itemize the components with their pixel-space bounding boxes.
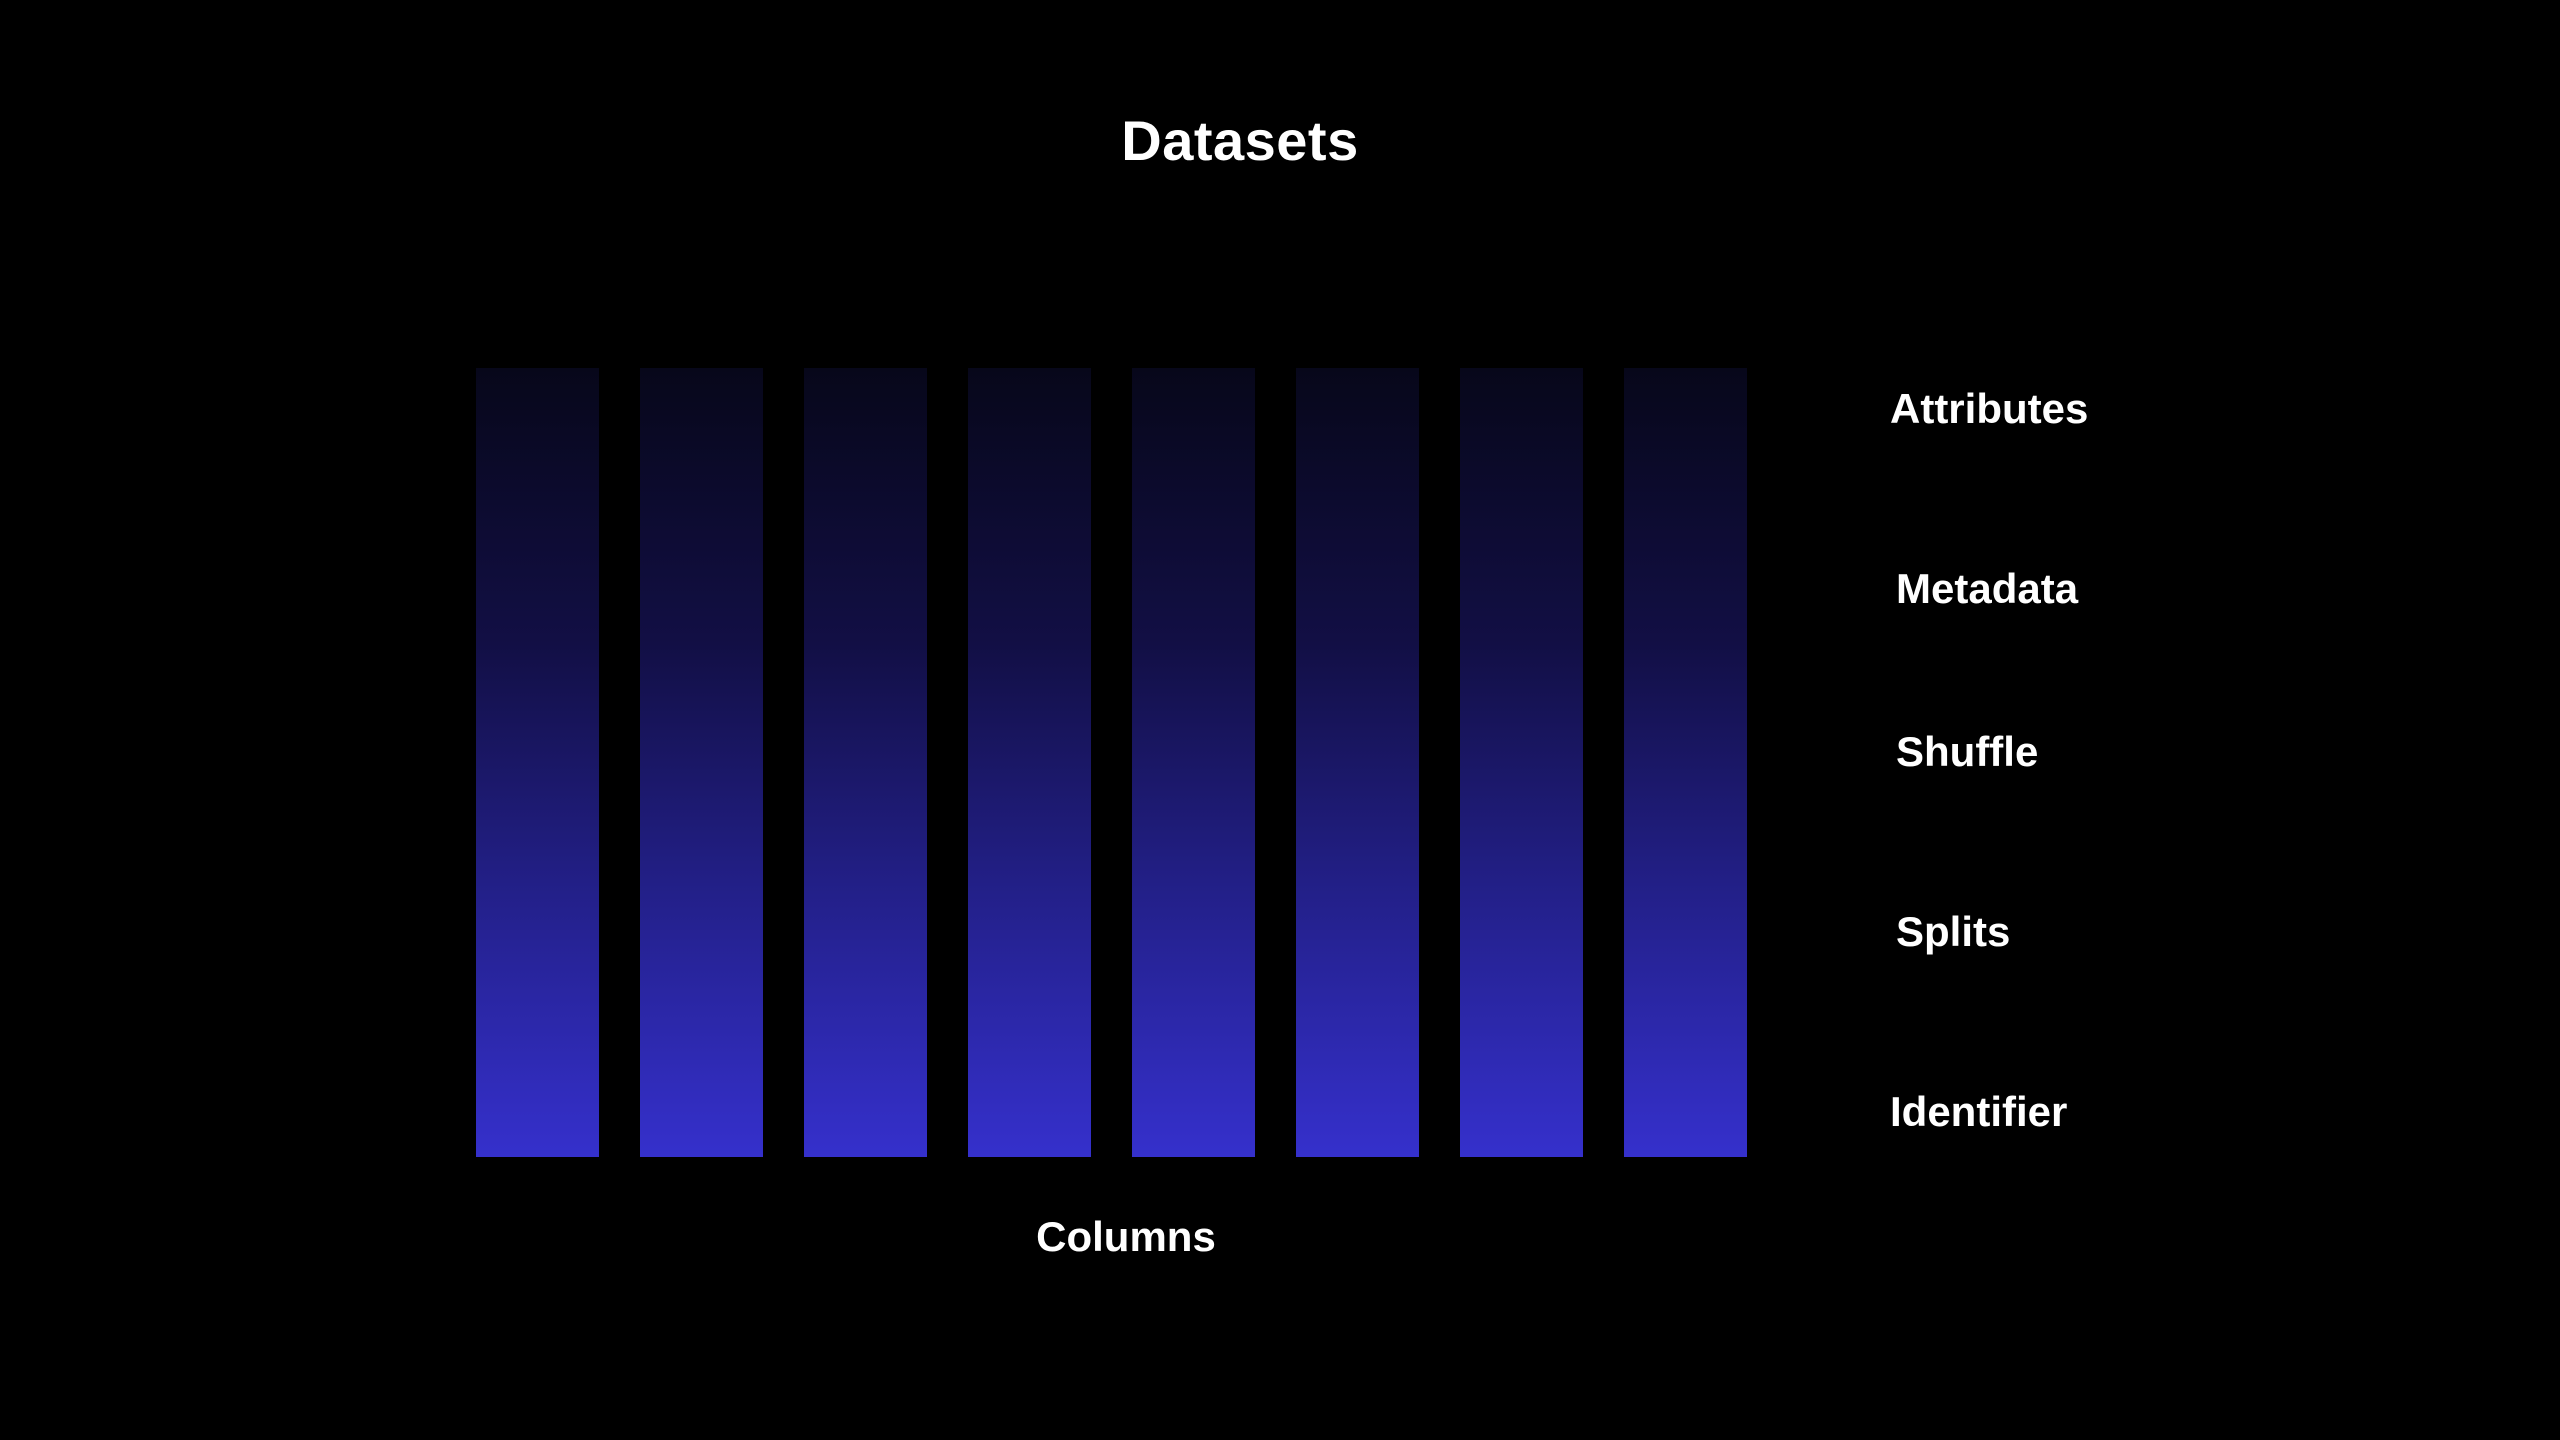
column-bar [1460, 368, 1583, 1157]
layer-label-attributes: Attributes [1890, 385, 2089, 432]
layer-labels: Attributes Metadata Shuffle Splits Ident… [1890, 0, 2390, 1440]
layer-label-identifier: Identifier [1890, 1088, 2068, 1135]
layer-label-metadata: Metadata [1896, 565, 2079, 612]
column-bar [476, 368, 599, 1157]
column-bar [640, 368, 763, 1157]
column-bar [1624, 368, 1747, 1157]
column-bar [968, 368, 1091, 1157]
column-bar [804, 368, 927, 1157]
diagram-title: Datasets [1121, 109, 1359, 172]
column-bar [1132, 368, 1255, 1157]
layer-label-splits: Splits [1896, 908, 2011, 955]
layer-label-shuffle: Shuffle [1896, 728, 2039, 775]
columns-group [476, 368, 1747, 1157]
columns-label: Columns [1036, 1213, 1216, 1260]
column-bar [1296, 368, 1419, 1157]
